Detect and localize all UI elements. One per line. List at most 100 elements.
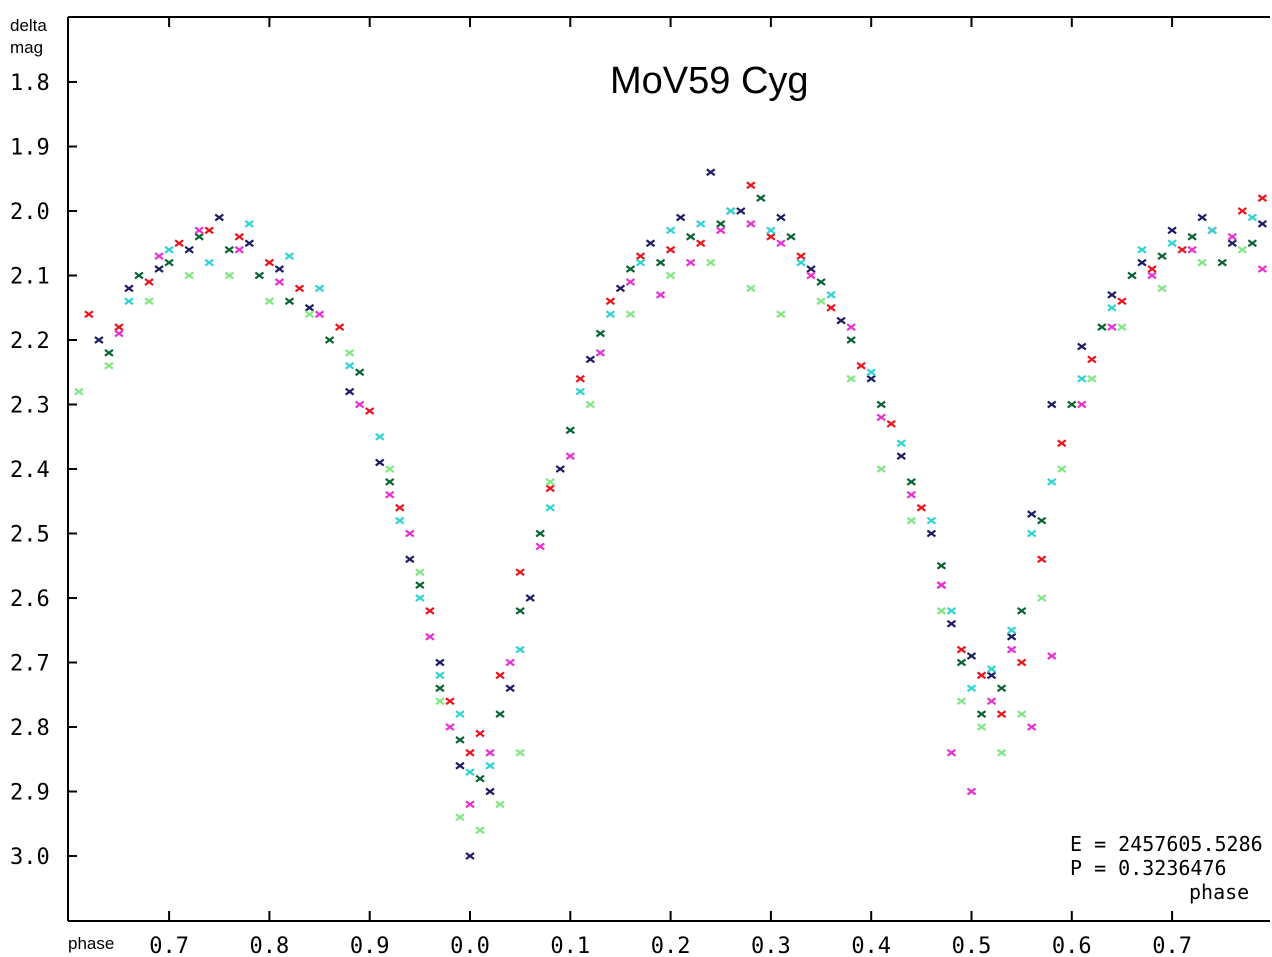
data-point	[1157, 252, 1167, 261]
data-point	[816, 278, 826, 286]
data-point	[194, 226, 204, 235]
data-point	[665, 245, 676, 254]
data-point	[1037, 516, 1047, 525]
data-point	[234, 245, 244, 254]
data-point	[806, 265, 816, 273]
data-point	[926, 529, 937, 538]
data-point	[475, 729, 485, 738]
data-point	[846, 323, 856, 331]
data-point	[1127, 271, 1137, 280]
data-point	[1006, 645, 1017, 654]
data-point	[455, 736, 465, 744]
y-tick-label: 2.9	[10, 781, 50, 806]
data-point	[1037, 594, 1047, 602]
data-point	[405, 529, 415, 538]
data-point	[455, 813, 465, 822]
data-point	[1077, 400, 1087, 409]
data-point	[605, 297, 616, 306]
y-tick-label: 2.3	[10, 394, 50, 419]
data-point	[1147, 265, 1157, 273]
data-point	[776, 310, 786, 319]
data-point	[946, 607, 957, 615]
data-point	[816, 297, 826, 306]
data-point	[435, 671, 445, 680]
data-point	[545, 478, 555, 486]
data-point	[154, 252, 164, 261]
data-point	[996, 684, 1007, 693]
data-point	[1237, 245, 1247, 254]
data-point	[996, 710, 1007, 718]
data-point	[625, 265, 636, 273]
data-point	[866, 374, 876, 383]
data-point	[846, 336, 856, 344]
data-point	[485, 787, 495, 796]
y-tick-label: 2.6	[10, 587, 50, 612]
data-point	[1217, 258, 1227, 267]
data-point	[966, 684, 977, 693]
data-point	[495, 800, 505, 809]
data-point	[254, 271, 265, 280]
data-point	[1227, 239, 1237, 248]
data-point	[1107, 303, 1117, 312]
data-point	[314, 284, 325, 293]
data-point	[625, 310, 636, 319]
data-point	[1107, 323, 1117, 331]
data-point	[334, 323, 345, 331]
data-point	[856, 361, 866, 370]
x-tick-label: 0.3	[751, 934, 791, 957]
period-annotation: P = 0.3236476	[1070, 856, 1227, 880]
data-point	[445, 723, 455, 731]
data-point	[1167, 239, 1177, 248]
x-tick-label: 0.1	[550, 934, 590, 957]
data-point	[595, 329, 606, 338]
x-axis-label-left: phase	[68, 934, 114, 953]
data-point	[796, 258, 806, 267]
data-point	[746, 284, 756, 293]
x-axis-label-right: phase	[1189, 880, 1249, 904]
data-point	[174, 239, 184, 248]
data-point	[435, 658, 445, 667]
data-point	[716, 220, 726, 228]
data-point	[144, 278, 154, 286]
data-point	[1247, 239, 1257, 248]
data-point	[415, 568, 425, 577]
data-point	[836, 316, 846, 325]
data-point	[665, 226, 676, 235]
x-tick-label: 0.7	[149, 934, 189, 957]
data-point	[876, 400, 886, 409]
data-point	[274, 278, 285, 286]
data-point	[365, 407, 375, 415]
data-point	[284, 297, 295, 306]
data-point	[505, 658, 515, 667]
data-point	[956, 645, 967, 654]
x-tick-label: 0.4	[851, 934, 891, 957]
data-point	[344, 361, 355, 370]
y-tick-label: 3.0	[10, 845, 50, 870]
data-point	[1016, 607, 1027, 615]
data-point	[966, 652, 977, 660]
data-point	[996, 748, 1007, 757]
data-point	[465, 852, 475, 860]
data-point	[375, 432, 385, 441]
data-point	[746, 181, 756, 190]
data-point	[274, 265, 285, 273]
data-point	[896, 439, 906, 448]
data-point	[1047, 478, 1057, 486]
data-point	[385, 478, 395, 486]
data-point	[304, 310, 315, 319]
data-point	[776, 213, 786, 222]
data-point	[1107, 290, 1117, 299]
data-point	[966, 787, 977, 796]
data-point	[385, 490, 395, 499]
data-point	[184, 245, 194, 254]
data-point	[465, 748, 475, 757]
data-point	[344, 349, 355, 357]
data-point	[495, 710, 505, 718]
data-point	[505, 684, 515, 693]
data-point	[1117, 323, 1127, 331]
data-point	[1197, 258, 1207, 267]
data-point	[1157, 284, 1167, 293]
data-point	[766, 232, 776, 241]
data-point	[876, 465, 886, 473]
data-point	[204, 258, 214, 267]
